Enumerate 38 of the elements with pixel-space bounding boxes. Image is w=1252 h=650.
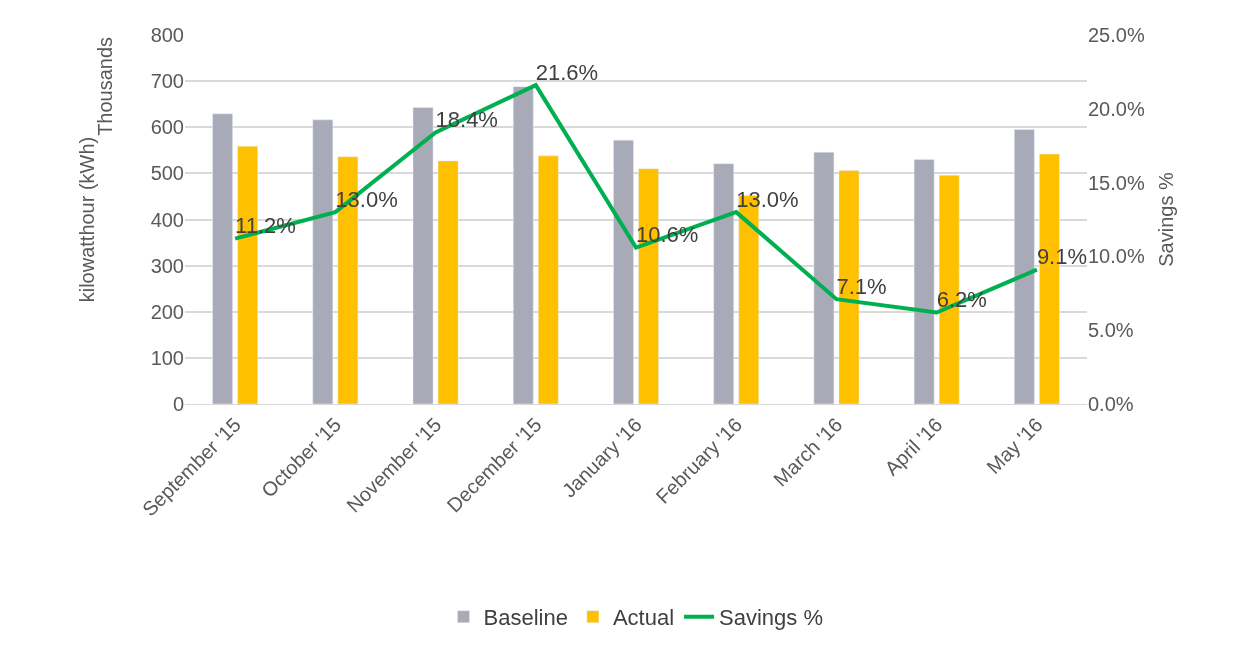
bar [913, 159, 935, 404]
bar [312, 119, 334, 404]
legend-label: Baseline [483, 605, 568, 631]
y-tick-label: 600 [150, 116, 184, 139]
bar [412, 107, 434, 404]
bar [813, 151, 835, 404]
bar [437, 160, 459, 404]
y-axis-title: kilowatthour (kWh) [76, 136, 99, 303]
y-tick-label: 100 [150, 346, 184, 369]
y2-tick-label: 15.0% [1088, 171, 1145, 194]
y2-tick-label: 10.0% [1088, 245, 1145, 268]
legend-label: Savings % [719, 605, 823, 631]
line-series [233, 83, 1039, 315]
y2-tick-label: 25.0% [1088, 24, 1145, 46]
y-tick-label: 700 [150, 70, 184, 93]
y-tick-label: 800 [150, 24, 184, 46]
y2-tick-label: 20.0% [1088, 97, 1145, 120]
y2-tick-label: 5.0% [1088, 319, 1134, 342]
data-label: 21.6% [535, 59, 599, 85]
data-label: 6.2% [936, 286, 987, 312]
x-tick-label: May '16 [982, 413, 1047, 478]
legend-label: Actual [612, 605, 675, 631]
y-tick-label: 200 [150, 300, 184, 323]
y2-tick-label: 0.0% [1088, 393, 1134, 415]
y-tick-label: 0 [172, 393, 184, 415]
data-label: 13.0% [736, 186, 799, 212]
bar [212, 113, 233, 404]
bar [538, 155, 559, 404]
bar [713, 163, 734, 404]
y-tick-label: 500 [150, 162, 184, 185]
y-tick-label: 400 [150, 208, 184, 231]
y2-axis-title: Savings % [1155, 172, 1178, 267]
y-tick-label: 300 [150, 254, 184, 277]
text: Thousands [93, 36, 116, 136]
bar [613, 139, 634, 404]
bar [512, 86, 534, 404]
bar [1014, 129, 1035, 404]
data-label: 11.2% [235, 213, 296, 239]
